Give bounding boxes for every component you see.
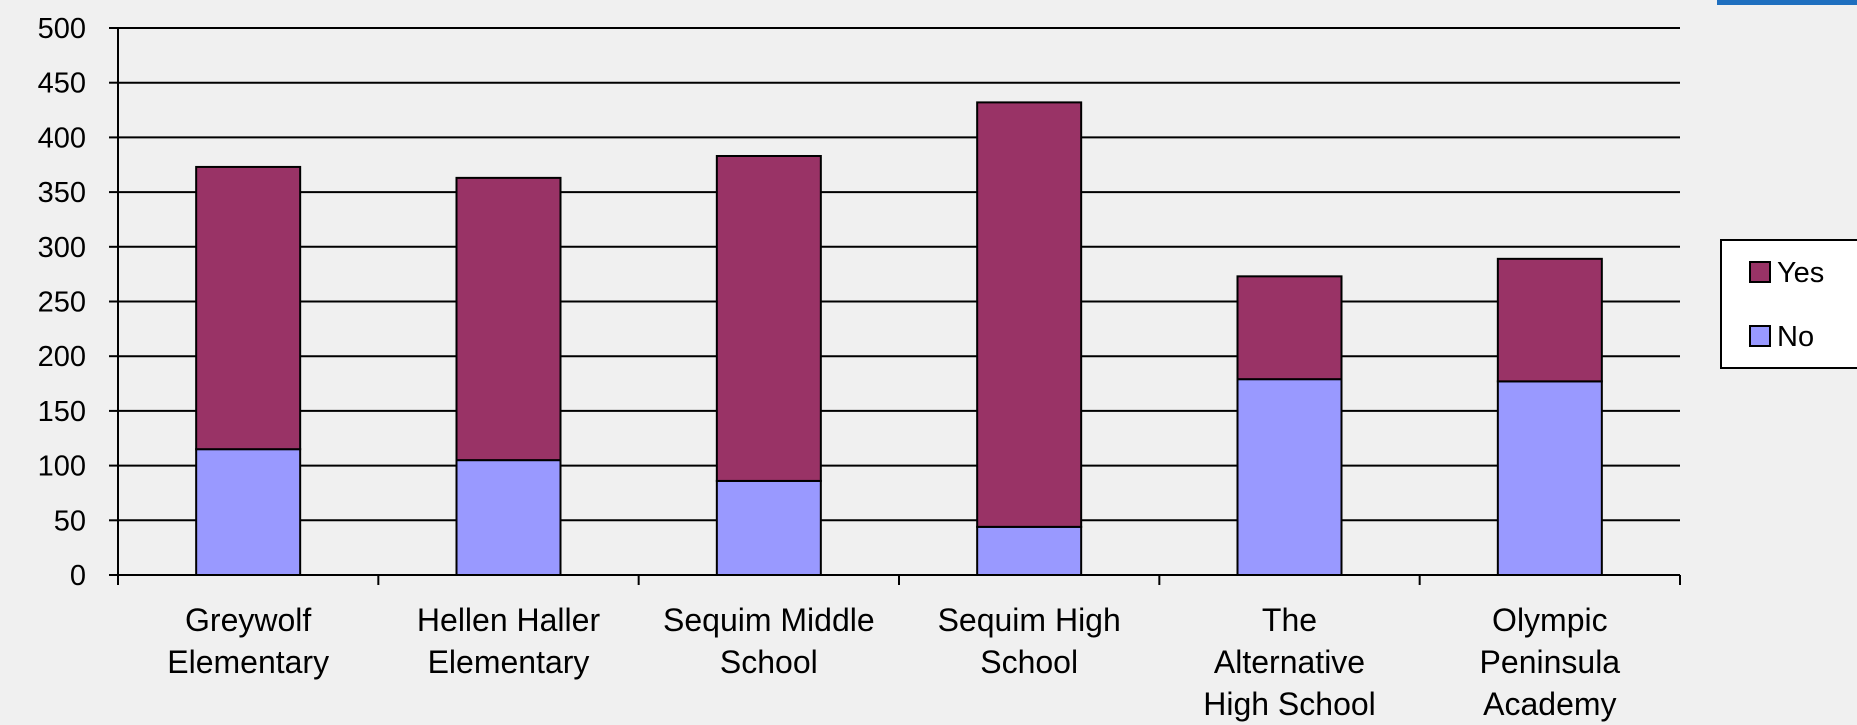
y-tick-label: 400 [38, 122, 86, 154]
gridlines [118, 27, 1680, 522]
bar-yes [455, 176, 562, 462]
y-tick-label: 250 [38, 287, 86, 319]
legend-label-yes: Yes [1777, 257, 1824, 289]
y-tick-label: 50 [54, 505, 86, 537]
bar-yes [976, 101, 1083, 528]
x-category-label: High School [1203, 686, 1376, 722]
y-tick-labels: 0 50 100 150 200 250 300 350 400 450 500 [38, 13, 86, 592]
bar-yes [715, 154, 822, 482]
x-category-label: School [980, 644, 1078, 680]
x-category-label: Peninsula [1480, 644, 1621, 680]
x-category-label: Elementary [428, 644, 590, 680]
axes [109, 27, 1681, 585]
legend-box [1720, 239, 1857, 369]
y-tick-label: 300 [38, 232, 86, 264]
bar-no [976, 525, 1083, 577]
y-tick-label: 200 [38, 341, 86, 373]
bar-yes [1236, 275, 1343, 381]
bar-yes [195, 165, 302, 451]
y-tick-label: 450 [38, 68, 86, 100]
x-category-labels: Greywolf Elementary Hellen Haller Elementar… [167, 602, 1620, 722]
y-tick-label: 100 [38, 451, 86, 483]
x-category-label: The [1262, 602, 1317, 638]
window-corner-accent [1717, 0, 1857, 5]
legend: Yes No [1720, 239, 1857, 369]
bar-no [455, 459, 562, 577]
x-category-label: Sequim High [938, 602, 1121, 638]
x-category-label: Greywolf [185, 602, 311, 638]
bar-no [1496, 380, 1603, 576]
x-category-label: Elementary [167, 644, 329, 680]
x-category-label: Hellen Haller [417, 602, 601, 638]
bar-no [1236, 378, 1343, 577]
x-category-label: Academy [1483, 686, 1616, 722]
y-tick-label: 150 [38, 396, 86, 428]
x-category-label: School [720, 644, 818, 680]
y-tick-label: 500 [38, 13, 86, 45]
legend-swatch-yes [1749, 261, 1771, 283]
bar-yes [1496, 257, 1603, 383]
y-tick-label: 0 [70, 560, 86, 592]
x-category-label: Alternative [1214, 644, 1365, 680]
bars [195, 101, 1603, 577]
x-category-label: Sequim Middle [663, 602, 875, 638]
bar-no [715, 479, 822, 576]
bar-no [195, 448, 302, 576]
y-tick-label: 350 [38, 177, 86, 209]
legend-label-no: No [1777, 321, 1814, 353]
legend-swatch-no [1749, 325, 1771, 347]
x-category-label: Olympic [1492, 602, 1608, 638]
